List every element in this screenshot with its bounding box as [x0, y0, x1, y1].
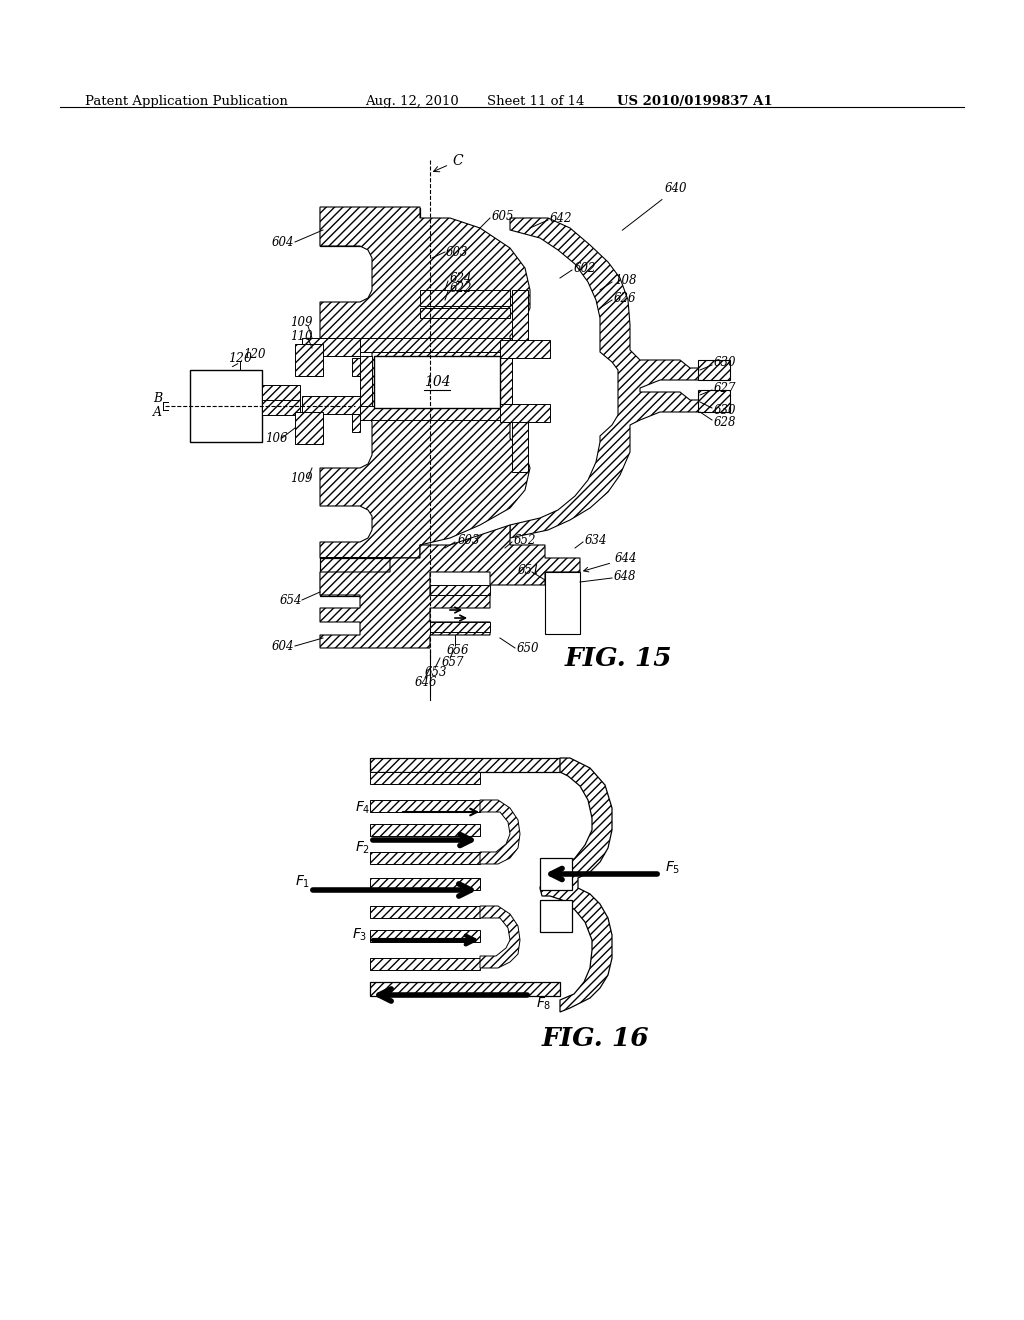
Polygon shape — [370, 878, 480, 890]
Text: C: C — [433, 154, 463, 172]
Text: 653: 653 — [425, 665, 447, 678]
Text: 630: 630 — [714, 404, 736, 417]
Text: A: A — [153, 405, 162, 418]
Text: 104: 104 — [424, 375, 451, 389]
Text: 120: 120 — [228, 351, 252, 364]
Text: 605: 605 — [492, 210, 514, 223]
Polygon shape — [295, 412, 323, 444]
Polygon shape — [319, 558, 420, 597]
Text: 603: 603 — [458, 533, 480, 546]
Polygon shape — [352, 414, 360, 432]
Text: 106: 106 — [265, 432, 288, 445]
Polygon shape — [698, 389, 730, 412]
Polygon shape — [500, 404, 550, 422]
Text: 656: 656 — [447, 644, 469, 656]
Polygon shape — [370, 758, 560, 772]
Text: 652: 652 — [514, 533, 537, 546]
Text: $F_4$: $F_4$ — [355, 800, 371, 816]
Text: 108: 108 — [614, 273, 637, 286]
Text: 624: 624 — [450, 272, 472, 285]
Text: 109: 109 — [290, 471, 312, 484]
Polygon shape — [360, 407, 512, 420]
Polygon shape — [370, 772, 480, 784]
Polygon shape — [698, 360, 730, 380]
Text: 603: 603 — [446, 246, 469, 259]
Text: $F_5$: $F_5$ — [665, 859, 680, 876]
Text: 634: 634 — [585, 533, 607, 546]
Text: 109: 109 — [290, 317, 312, 330]
Polygon shape — [295, 345, 323, 376]
Text: FIG. 16: FIG. 16 — [542, 1026, 649, 1051]
Polygon shape — [370, 931, 480, 942]
Text: B: B — [153, 392, 162, 404]
Text: 622: 622 — [450, 282, 472, 296]
Text: 642: 642 — [550, 211, 572, 224]
Text: 626: 626 — [614, 292, 637, 305]
Polygon shape — [319, 207, 530, 558]
Polygon shape — [352, 358, 360, 376]
Polygon shape — [302, 358, 310, 376]
Polygon shape — [319, 525, 580, 648]
Text: FIG. 15: FIG. 15 — [565, 645, 673, 671]
Polygon shape — [374, 356, 500, 408]
Polygon shape — [302, 338, 360, 356]
Text: 640: 640 — [623, 182, 687, 230]
Text: $F_1$: $F_1$ — [295, 874, 310, 890]
Polygon shape — [360, 338, 512, 352]
Polygon shape — [370, 982, 560, 997]
Text: 650: 650 — [517, 642, 540, 655]
Text: Sheet 11 of 14: Sheet 11 of 14 — [487, 95, 585, 108]
Text: Patent Application Publication: Patent Application Publication — [85, 95, 288, 108]
Text: $F_2$: $F_2$ — [355, 840, 371, 857]
Polygon shape — [360, 356, 372, 408]
Polygon shape — [420, 290, 510, 306]
Text: 627: 627 — [714, 381, 736, 395]
Text: 644: 644 — [584, 552, 638, 572]
Polygon shape — [512, 290, 528, 356]
Polygon shape — [545, 572, 580, 634]
Text: 110: 110 — [290, 330, 312, 342]
Text: 604: 604 — [272, 639, 295, 652]
Text: US 2010/0199837 A1: US 2010/0199837 A1 — [617, 95, 773, 108]
Polygon shape — [420, 308, 510, 318]
Text: 604: 604 — [272, 235, 295, 248]
Polygon shape — [262, 400, 300, 414]
Text: $F_3$: $F_3$ — [352, 927, 368, 944]
Polygon shape — [540, 758, 612, 1012]
Polygon shape — [500, 341, 550, 358]
Polygon shape — [430, 585, 490, 595]
Polygon shape — [370, 906, 480, 917]
Text: 628: 628 — [714, 416, 736, 429]
Polygon shape — [480, 800, 520, 865]
Text: 646: 646 — [415, 676, 437, 689]
Polygon shape — [302, 414, 310, 432]
Polygon shape — [512, 407, 528, 473]
Text: 602: 602 — [574, 261, 597, 275]
Polygon shape — [430, 622, 490, 632]
Polygon shape — [370, 851, 480, 865]
Polygon shape — [540, 858, 572, 890]
Text: 654: 654 — [280, 594, 302, 606]
Polygon shape — [500, 356, 512, 408]
Text: 120: 120 — [232, 348, 265, 367]
Text: Aug. 12, 2010: Aug. 12, 2010 — [365, 95, 459, 108]
Polygon shape — [370, 958, 480, 970]
Polygon shape — [370, 800, 480, 812]
Polygon shape — [510, 218, 700, 539]
Polygon shape — [370, 824, 480, 836]
Text: $F_8$: $F_8$ — [536, 995, 552, 1012]
Polygon shape — [262, 385, 300, 400]
Polygon shape — [540, 900, 572, 932]
Text: 630: 630 — [714, 356, 736, 370]
Polygon shape — [190, 370, 262, 442]
Polygon shape — [319, 209, 420, 246]
Polygon shape — [480, 906, 520, 968]
Text: 651: 651 — [518, 564, 541, 577]
Text: 657: 657 — [442, 656, 465, 668]
Text: 648: 648 — [614, 569, 637, 582]
Polygon shape — [302, 396, 360, 414]
